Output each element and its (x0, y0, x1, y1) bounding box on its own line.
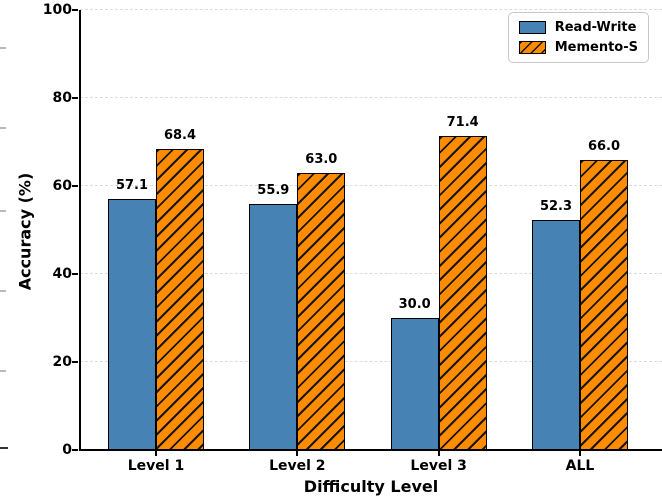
left-edge-tick-artifact (0, 210, 6, 212)
gridline (80, 361, 662, 362)
bar-read-write (249, 204, 298, 450)
y-tick-label: 60 (52, 177, 72, 194)
y-tick-mark (72, 449, 78, 451)
bar-value-label: 68.4 (163, 128, 197, 144)
y-tick-mark (72, 9, 78, 11)
y-tick-label: 80 (52, 89, 72, 106)
bar-value-label: 30.0 (398, 297, 431, 313)
bar-value-label: 71.4 (446, 114, 479, 130)
y-tick-label: 100 (42, 1, 72, 18)
gridline (80, 273, 662, 274)
x-tick-mark (437, 451, 440, 456)
legend-swatch-read-write (518, 21, 546, 34)
gridline (80, 97, 662, 98)
legend-entry: Memento-S (518, 40, 638, 55)
legend: Read-Write Memento-S (507, 12, 649, 63)
legend-entry: Read-Write (518, 20, 638, 35)
x-axis-spine (79, 449, 662, 451)
x-tick-mark (579, 451, 581, 456)
bar-value-label: 66.0 (587, 138, 621, 154)
legend-label: Memento-S (554, 40, 638, 55)
left-edge-tick-artifact (0, 370, 6, 372)
bar-read-write (108, 198, 156, 450)
x-axis-label: Difficulty Level (303, 477, 439, 496)
left-edge-tick-artifact (0, 47, 6, 49)
x-tick-mark (155, 451, 157, 456)
bar-value-label: 57.1 (115, 177, 149, 193)
gridline (80, 9, 662, 10)
bar-value-label: 63.0 (305, 151, 338, 167)
plot-area: Read-Write Memento-S 0 20 40 60 80 100 57.1 68.4… (43, 2, 662, 474)
bar-memento-s (580, 159, 628, 450)
bar-memento-s (156, 149, 204, 450)
left-edge-axis-artifact (0, 447, 8, 449)
y-tick-label: 40 (52, 265, 72, 282)
bar-value-label: 52.3 (539, 198, 573, 214)
y-axis-spine (79, 10, 81, 451)
left-edge-tick-artifact (0, 290, 6, 292)
y-tick-mark (72, 97, 78, 99)
bar-read-write (390, 318, 439, 450)
y-tick-mark (72, 185, 78, 187)
x-tick-label: Level 1 (127, 458, 185, 474)
x-tick-label: ALL (565, 458, 595, 474)
y-tick-label: 20 (52, 353, 72, 370)
y-tick-mark (72, 273, 78, 275)
left-edge-tick-artifact (0, 127, 6, 129)
y-axis-label: Accuracy (%) (15, 172, 35, 291)
bar-value-label: 55.9 (257, 183, 290, 199)
y-tick-mark (72, 361, 78, 363)
y-tick-label: 0 (62, 441, 72, 458)
gridline (80, 185, 662, 186)
bar-read-write (532, 219, 580, 450)
x-tick-label: Level 2 (269, 458, 326, 474)
legend-label: Read-Write (554, 20, 637, 35)
x-tick-label: Level 3 (410, 458, 467, 474)
legend-swatch-memento-s (518, 41, 546, 54)
x-tick-mark (296, 451, 299, 456)
bar-memento-s (438, 135, 487, 450)
bar-memento-s (297, 172, 346, 450)
